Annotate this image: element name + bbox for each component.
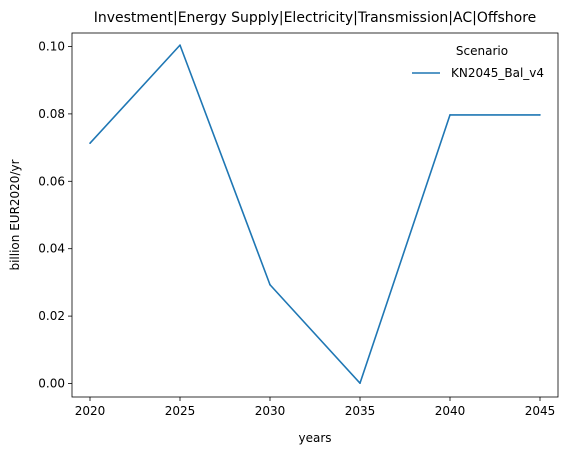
y-tick-label: 0.02 — [38, 309, 65, 323]
legend-title: Scenario — [456, 44, 508, 58]
x-axis-label: years — [298, 431, 331, 445]
legend: Scenario KN2045_Bal_v4 — [412, 44, 544, 80]
series-line — [89, 44, 540, 384]
x-tick-label: 2035 — [345, 404, 376, 418]
chart-title: Investment|Energy Supply|Electricity|Tra… — [94, 10, 537, 26]
plot-frame — [71, 32, 559, 398]
x-tick-label: 2045 — [525, 404, 556, 418]
y-tick-label: 0.06 — [38, 174, 65, 188]
x-axis: 2020 2025 2030 2035 2040 2045 — [75, 397, 556, 418]
y-axis: 0.00 0.02 0.04 0.06 0.08 0.10 — [38, 39, 72, 391]
data-point — [539, 114, 541, 116]
data-point — [359, 382, 361, 384]
x-tick-label: 2030 — [255, 404, 286, 418]
y-tick-label: 0.10 — [38, 39, 65, 53]
legend-entry: KN2045_Bal_v4 — [451, 66, 544, 80]
y-tick-label: 0.08 — [38, 107, 65, 121]
x-tick-label: 2025 — [165, 404, 196, 418]
y-tick-label: 0.00 — [38, 377, 65, 391]
data-point — [179, 44, 181, 46]
data-point — [449, 114, 451, 116]
y-tick-label: 0.04 — [38, 242, 65, 256]
x-tick-label: 2040 — [435, 404, 466, 418]
y-axis-label: billion EUR2020/yr — [8, 159, 22, 270]
data-point — [269, 283, 271, 286]
x-tick-label: 2020 — [75, 404, 106, 418]
data-point — [89, 142, 91, 145]
series-layer — [89, 44, 541, 384]
